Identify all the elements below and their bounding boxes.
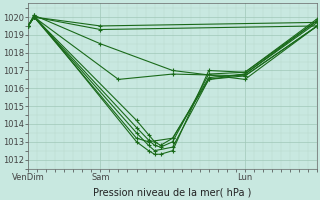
X-axis label: Pression niveau de la mer( hPa ): Pression niveau de la mer( hPa ) bbox=[93, 187, 252, 197]
